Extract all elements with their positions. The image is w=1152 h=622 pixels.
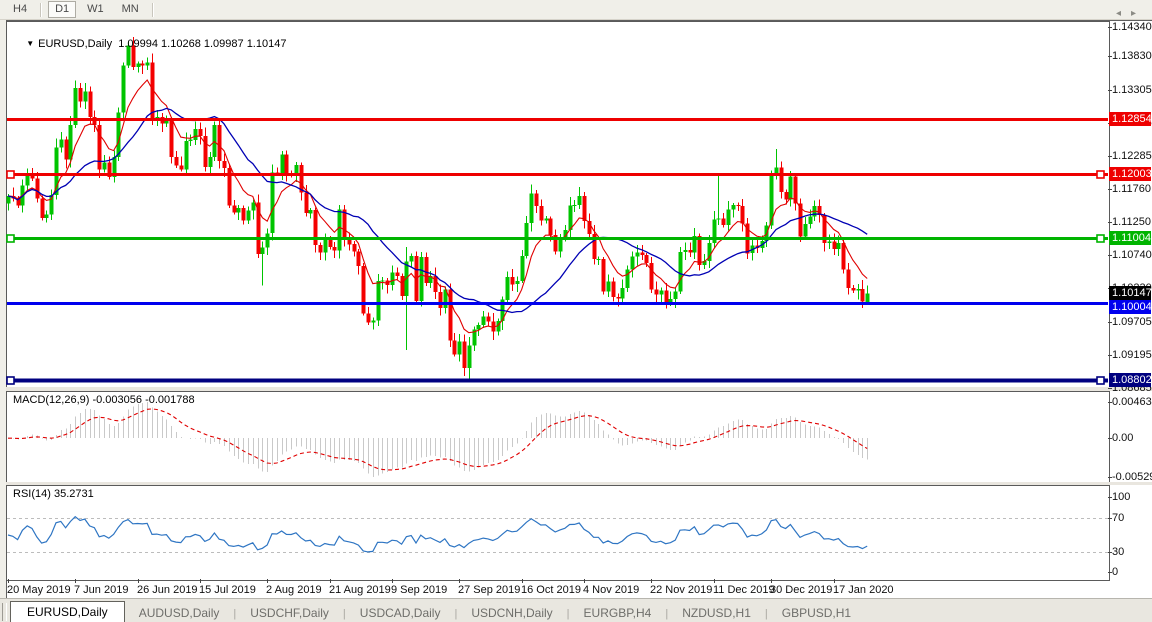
price-tick-label: 1.11760	[1112, 183, 1151, 195]
rsi-tick-label: 100	[1112, 491, 1131, 503]
chart-tab-eurgbp[interactable]: EURGBP,H4	[583, 606, 652, 620]
date-tick-label: 11 Dec 2019	[713, 584, 775, 596]
chart-tab-gbpusd[interactable]: GBPUSD,H1	[781, 606, 852, 620]
rsi-tick-label: 0	[1112, 566, 1119, 578]
rsi-indicator-label: RSI(14) 35.2731	[13, 488, 94, 500]
price-tick-label: 1.14340	[1112, 21, 1152, 33]
price-tick-label: 1.09195	[1112, 349, 1152, 361]
date-tick-label: 30 Dec 2019	[770, 584, 833, 596]
date-tick-label: 2 Aug 2019	[266, 584, 322, 596]
panel-splitter[interactable]	[6, 482, 1152, 485]
chart-tab-audusd[interactable]: AUDUSD,Daily	[138, 606, 220, 620]
chart-tab-nzdusd[interactable]: NZDUSD,H1	[682, 606, 751, 620]
timeframe-button-w1[interactable]: W1	[87, 3, 104, 15]
level-price-tag: 1.12854	[1109, 112, 1152, 126]
date-tick-label: 21 Aug 2019	[329, 584, 391, 596]
bid-price-tag: 1.10147	[1109, 286, 1152, 300]
rsi-tick-label: 70	[1112, 512, 1125, 524]
date-tick-label: 16 Oct 2019	[521, 584, 581, 596]
macd-indicator-label: MACD(12,26,9) -0.003056 -0.001788	[13, 394, 195, 406]
chart-dropdown-icon[interactable]: ▼	[26, 39, 35, 48]
date-tick-label: 20 May 2019	[7, 584, 71, 596]
macd-tick-label: -0.005299	[1112, 471, 1152, 483]
tab-separator: |	[454, 608, 458, 620]
tab-separator: |	[665, 608, 669, 620]
date-tick-label: 15 Jul 2019	[199, 584, 256, 596]
price-tick-label: 1.13305	[1112, 84, 1152, 96]
timeframe-toolbar: H4 D1 W1 MN	[0, 0, 1152, 20]
tab-separator: |	[764, 608, 768, 620]
price-tick-label: 1.10740	[1112, 249, 1152, 261]
chart-title: ▼ EURUSD,Daily 1.09994 1.10268 1.09987 1.…	[14, 26, 286, 62]
tabbar-gripper	[2, 603, 7, 621]
date-tick-label: 4 Nov 2019	[583, 584, 640, 596]
panel-splitter[interactable]	[6, 387, 1152, 391]
price-tick-label: 1.09705	[1112, 316, 1152, 328]
toolbar-separator	[151, 2, 154, 17]
level-price-tag: 1.08802	[1109, 373, 1152, 387]
macd-tick-label: 0.00463	[1112, 396, 1152, 408]
tab-separator: |	[342, 608, 346, 620]
chart-tab-usdcnh[interactable]: USDCNH,Daily	[471, 606, 553, 620]
level-price-tag: 1.10004	[1109, 300, 1152, 314]
tab-separator: |	[233, 608, 237, 620]
date-tick-label: 26 Jun 2019	[137, 584, 198, 596]
chart-tab-eurusd[interactable]: EURUSD,Daily	[10, 601, 125, 622]
price-panel[interactable]	[6, 21, 1110, 388]
date-tick-label: 27 Sep 2019	[458, 584, 521, 596]
chart-tabbar: EURUSD,Daily AUDUSD,Daily | USDCHF,Daily | US…	[0, 598, 1152, 622]
tab-scroll-right[interactable]: ▸	[1130, 8, 1146, 19]
date-tick-label: 22 Nov 2019	[650, 584, 713, 596]
toolbar-separator	[40, 2, 43, 17]
rsi-panel[interactable]	[6, 485, 1110, 581]
price-tick-label: 1.11250	[1112, 216, 1151, 228]
level-price-tag: 1.12003	[1109, 167, 1152, 181]
date-tick-label: 7 Jun 2019	[74, 584, 129, 596]
chart-ohlc-values: 1.09994 1.10268 1.09987 1.10147	[112, 38, 287, 50]
rsi-tick-label: 30	[1112, 546, 1125, 558]
tab-scroll-left[interactable]: ◂	[1115, 8, 1131, 19]
tab-scroll-arrows: ◂▸	[1116, 8, 1146, 19]
timeframe-button-h4[interactable]: H4	[13, 3, 28, 15]
macd-tick-label: 0.00	[1112, 432, 1134, 444]
timeframe-button-d1[interactable]: D1	[48, 1, 77, 18]
level-price-tag: 1.11004	[1109, 231, 1151, 245]
price-tick-label: 1.13830	[1112, 50, 1152, 62]
price-tick-label: 1.12285	[1112, 150, 1152, 162]
timeframe-button-mn[interactable]: MN	[121, 3, 139, 15]
tab-separator: |	[566, 608, 570, 620]
date-tick-label: 17 Jan 2020	[833, 584, 894, 596]
chart-tab-usdchf[interactable]: USDCHF,Daily	[250, 606, 329, 620]
chart-symbol: EURUSD,Daily	[38, 38, 113, 50]
chart-tab-usdcad[interactable]: USDCAD,Daily	[359, 606, 441, 620]
date-tick-label: 9 Sep 2019	[391, 584, 448, 596]
